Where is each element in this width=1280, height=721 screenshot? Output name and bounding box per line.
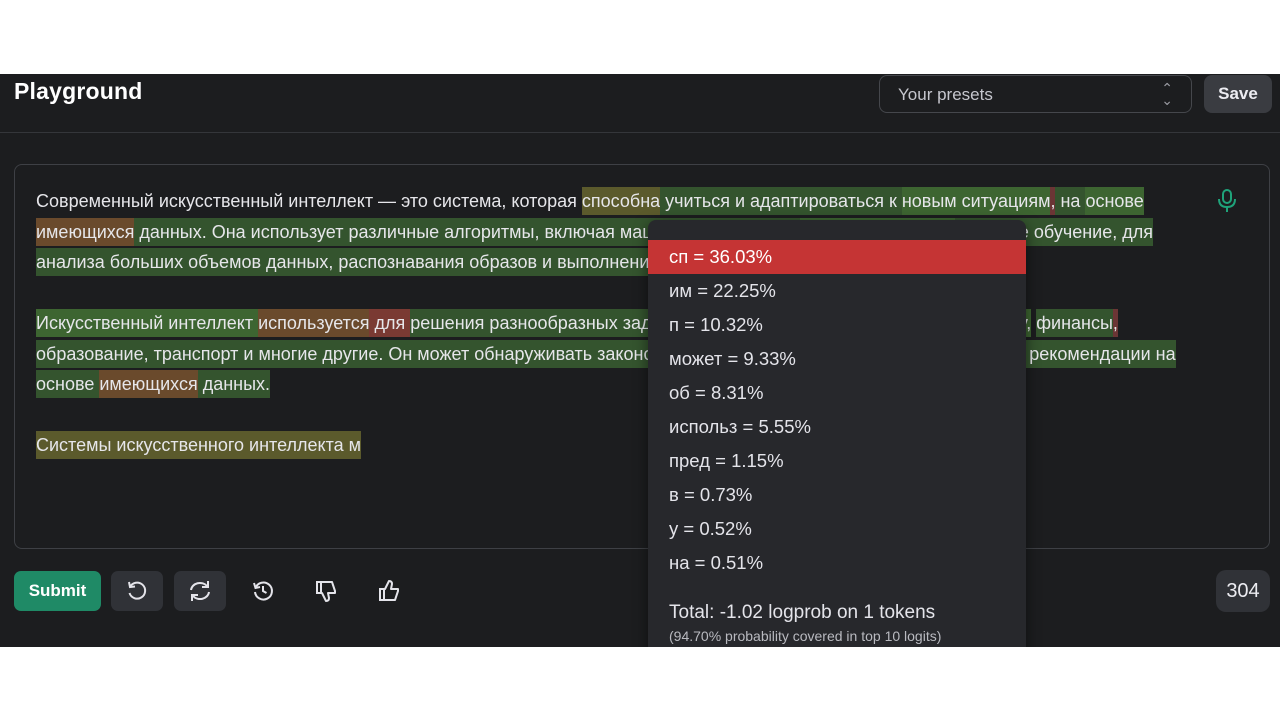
logprobs-list: сп = 36.03% им = 22.25% п = 10.32% может = …: [648, 240, 1026, 580]
token-span[interactable]: Современный искусственный интеллект — эт…: [36, 191, 582, 211]
logprobs-total: Total: -1.02 logprob on 1 tokens: [669, 602, 936, 623]
submit-button[interactable]: Submit: [14, 571, 101, 611]
regenerate-button[interactable]: [174, 571, 226, 611]
logprobs-coverage: (94.70% probability covered in top 10 lo…: [669, 628, 942, 644]
token-span[interactable]: основе: [1085, 187, 1144, 215]
token-span[interactable]: имеющихся: [99, 370, 198, 398]
presets-select-label: Your presets: [898, 85, 993, 104]
token-span[interactable]: способна: [581, 187, 661, 215]
history-icon: [253, 581, 273, 601]
token-count-badge: 304: [1216, 570, 1270, 612]
logprob-item[interactable]: у = 0.52%: [669, 518, 752, 539]
dislike-button[interactable]: [300, 571, 352, 611]
header: Playground Your presets ⌃ ⌄ Save: [0, 74, 1280, 133]
logprob-item[interactable]: на = 0.51%: [669, 552, 764, 573]
text-paragraph: Современный искусственный интеллект — эт…: [36, 186, 1221, 278]
logprob-item[interactable]: п = 10.32%: [669, 314, 763, 335]
bottom-toolbar: Submit: [0, 570, 1280, 613]
page-title: Playground: [14, 78, 143, 104]
token-span[interactable]: учиться и адаптироваться к: [660, 187, 902, 215]
token-span[interactable]: данных.: [197, 370, 271, 398]
completion-text[interactable]: Современный искусственный интеллект — эт…: [36, 186, 1221, 491]
like-button[interactable]: [363, 571, 415, 611]
token-span[interactable]: Системы искусственного интеллекта м: [36, 431, 362, 459]
logprob-item[interactable]: пред = 1.15%: [669, 450, 784, 471]
token-span[interactable]: ,: [1050, 187, 1056, 215]
presets-select[interactable]: Your presets ⌃ ⌄: [879, 75, 1192, 113]
logprob-item[interactable]: может = 9.33%: [669, 348, 796, 369]
logprob-item[interactable]: в = 0.73%: [669, 484, 753, 505]
undo-button[interactable]: [111, 571, 163, 611]
token-span[interactable]: новым ситуациям: [901, 187, 1051, 215]
logprob-item[interactable]: использ = 5.55%: [669, 416, 811, 437]
text-paragraph: Искусственный интеллект используется для…: [36, 308, 1221, 400]
logprob-item[interactable]: сп = 36.03%: [648, 240, 1026, 274]
logprob-item[interactable]: им = 22.25%: [669, 280, 776, 301]
microphone-icon[interactable]: [1216, 188, 1238, 214]
logprob-item[interactable]: об = 8.31%: [669, 382, 764, 403]
token-span[interactable]: образование, транспорт и многие другие. …: [36, 339, 744, 368]
thumbs-down-icon: [316, 581, 336, 602]
token-span[interactable]: ,: [1112, 309, 1118, 337]
token-span[interactable]: используется: [258, 309, 370, 337]
regenerate-icon: [190, 581, 210, 601]
token-span[interactable]: имеющихся: [36, 217, 135, 246]
thumbs-up-icon: [379, 580, 399, 601]
logprobs-popup: сп = 36.03% им = 22.25% п = 10.32% может = …: [648, 220, 1026, 647]
save-button[interactable]: Save: [1204, 75, 1272, 113]
text-paragraph: Системы искусственного интеллекта м: [36, 430, 1221, 461]
undo-icon: [128, 581, 147, 600]
token-span[interactable]: финансы: [1036, 309, 1113, 337]
history-button[interactable]: [237, 571, 289, 611]
playground-app: Playground Your presets ⌃ ⌄ Save Современ…: [0, 74, 1280, 647]
token-span[interactable]: для: [369, 309, 411, 337]
token-span[interactable]: на: [1055, 187, 1086, 215]
chevron-up-down-icon: ⌃ ⌄: [1161, 80, 1173, 108]
token-span[interactable]: Искусственный интеллект: [36, 309, 259, 337]
